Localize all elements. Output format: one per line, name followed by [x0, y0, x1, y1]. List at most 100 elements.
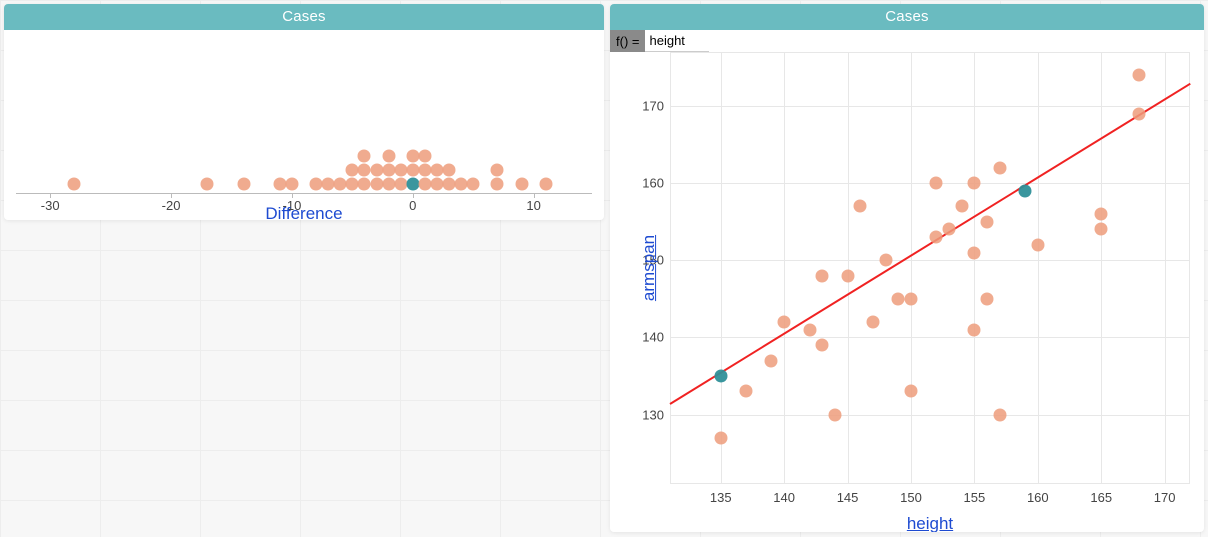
scatter-point[interactable] — [778, 316, 791, 329]
dotplot-x-tick: -30 — [41, 198, 60, 213]
scatter-point[interactable] — [993, 161, 1006, 174]
dotplot-point[interactable] — [370, 178, 383, 191]
dotplot-point[interactable] — [273, 178, 286, 191]
scatter-point[interactable] — [968, 323, 981, 336]
scatter-y-axis-title[interactable]: armspan — [639, 235, 659, 301]
scatter-point[interactable] — [714, 370, 727, 383]
dotplot-point[interactable] — [406, 178, 419, 191]
scatter-x-tick: 135 — [710, 490, 732, 505]
dotplot-point[interactable] — [358, 150, 371, 163]
scatter-x-tick: 165 — [1090, 490, 1112, 505]
scatter-point[interactable] — [803, 323, 816, 336]
scatter-point[interactable] — [816, 339, 829, 352]
dotplot-point[interactable] — [346, 178, 359, 191]
dotplot-point[interactable] — [237, 178, 250, 191]
page-root: Cases -30-20-10010Difference Cases f() =… — [0, 0, 1208, 537]
dotplot-point[interactable] — [68, 178, 81, 191]
scatter-point[interactable] — [993, 408, 1006, 421]
dotplot-x-tick: 10 — [526, 198, 540, 213]
dotplot-point[interactable] — [358, 178, 371, 191]
dotplot-point[interactable] — [539, 178, 552, 191]
scatter-point[interactable] — [816, 269, 829, 282]
dotplot-point[interactable] — [443, 178, 456, 191]
scatter-x-axis-title[interactable]: height — [907, 514, 953, 532]
scatter-x-tick: 170 — [1154, 490, 1176, 505]
dotplot-point[interactable] — [285, 178, 298, 191]
scatter-point[interactable] — [904, 292, 917, 305]
scatter-point[interactable] — [904, 385, 917, 398]
scatter-y-tick: 160 — [640, 176, 664, 191]
scatter-point[interactable] — [1095, 223, 1108, 236]
dotplot-x-tick: 0 — [409, 198, 416, 213]
dotplot-point[interactable] — [370, 164, 383, 177]
dotplot-point[interactable] — [491, 164, 504, 177]
dotplot-x-tick: -20 — [162, 198, 181, 213]
dotplot-point[interactable] — [430, 164, 443, 177]
scatter-plot-area[interactable]: f() = 1351401451501551601651701301401501… — [610, 30, 1204, 532]
scatter-x-tick: 140 — [773, 490, 795, 505]
formula-label: f() = — [610, 30, 645, 52]
dotplot-point[interactable] — [382, 164, 395, 177]
dotplot-point[interactable] — [430, 178, 443, 191]
dotplot-x-axis-title[interactable]: Difference — [265, 204, 342, 220]
dotplot-point[interactable] — [406, 164, 419, 177]
panel-header-left: Cases — [4, 4, 604, 30]
dotplot-point[interactable] — [346, 164, 359, 177]
scatter-x-tick: 155 — [964, 490, 986, 505]
dotplot-point[interactable] — [491, 178, 504, 191]
dotplot-point[interactable] — [394, 164, 407, 177]
dotplot-plot-area[interactable]: -30-20-10010Difference — [4, 30, 604, 220]
scatter-point[interactable] — [930, 231, 943, 244]
dotplot-point[interactable] — [418, 178, 431, 191]
dotplot-point[interactable] — [201, 178, 214, 191]
scatter-x-tick: 150 — [900, 490, 922, 505]
scatter-point[interactable] — [1019, 184, 1032, 197]
scatter-point[interactable] — [879, 254, 892, 267]
scatter-point[interactable] — [981, 292, 994, 305]
scatter-point[interactable] — [714, 431, 727, 444]
scatter-x-tick: 145 — [837, 490, 859, 505]
dotplot-point[interactable] — [455, 178, 468, 191]
scatter-plot-frame — [670, 52, 1190, 484]
scatter-point[interactable] — [943, 223, 956, 236]
scatter-point[interactable] — [765, 354, 778, 367]
scatter-point[interactable] — [968, 177, 981, 190]
dotplot-point[interactable] — [418, 150, 431, 163]
dotplot-point[interactable] — [310, 178, 323, 191]
dotplot-x-axis — [16, 193, 592, 194]
formula-input[interactable] — [645, 30, 709, 52]
panel-header-right: Cases — [610, 4, 1204, 30]
dotplot-point[interactable] — [406, 150, 419, 163]
dotplot-point[interactable] — [382, 178, 395, 191]
formula-bar: f() = — [610, 30, 709, 52]
scatter-point[interactable] — [1133, 107, 1146, 120]
dotplot-point[interactable] — [334, 178, 347, 191]
scatter-point[interactable] — [828, 408, 841, 421]
dotplot-point[interactable] — [515, 178, 528, 191]
scatter-point[interactable] — [955, 200, 968, 213]
scatter-point[interactable] — [930, 177, 943, 190]
scatter-point[interactable] — [1133, 69, 1146, 82]
scatter-point[interactable] — [854, 200, 867, 213]
scatter-point[interactable] — [1095, 208, 1108, 221]
scatter-y-tick: 140 — [640, 330, 664, 345]
dotplot-point[interactable] — [358, 164, 371, 177]
scatter-point[interactable] — [981, 215, 994, 228]
scatter-panel: Cases f() = 135 140 145 150 155 160 165 170 130 1… — [610, 4, 1204, 532]
dotplot-panel: Cases -30-20-10010Difference — [4, 4, 604, 220]
scatter-y-tick: 130 — [640, 407, 664, 422]
scatter-y-tick: 170 — [640, 99, 664, 114]
dotplot-point[interactable] — [394, 178, 407, 191]
scatter-point[interactable] — [1031, 238, 1044, 251]
scatter-point[interactable] — [866, 316, 879, 329]
scatter-point[interactable] — [740, 385, 753, 398]
scatter-point[interactable] — [841, 269, 854, 282]
dotplot-point[interactable] — [418, 164, 431, 177]
scatter-point[interactable] — [892, 292, 905, 305]
dotplot-point[interactable] — [382, 150, 395, 163]
dotplot-point[interactable] — [322, 178, 335, 191]
dotplot-point[interactable] — [467, 178, 480, 191]
dotplot-point[interactable] — [443, 164, 456, 177]
scatter-point[interactable] — [968, 246, 981, 259]
scatter-x-tick: 160 — [1027, 490, 1049, 505]
